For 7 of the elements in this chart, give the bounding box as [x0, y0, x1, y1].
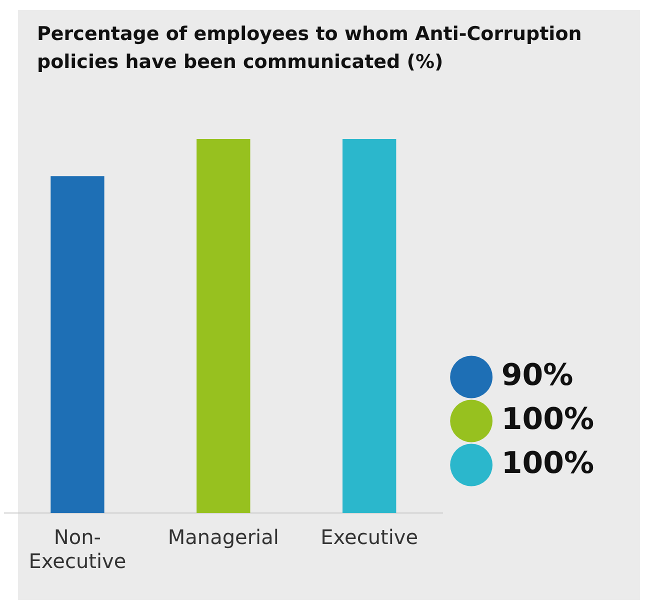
legend-label: 100% [501, 402, 594, 437]
x-tick-label: Managerial [168, 525, 279, 550]
legend-label: 100% [501, 446, 594, 481]
x-tick-label: Non-Executive [28, 525, 126, 574]
chart-title: Percentage of employees to whom Anti-Corruption policies have been communicated (%) [37, 22, 583, 75]
legend-label: 90% [501, 358, 574, 393]
x-tick-label: Executive [320, 525, 418, 550]
